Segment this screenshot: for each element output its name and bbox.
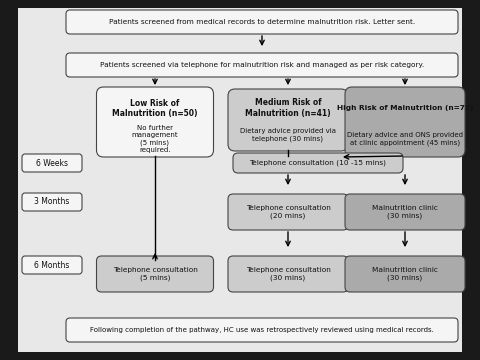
- Text: Medium Risk of
Malnutrition (n=41): Medium Risk of Malnutrition (n=41): [245, 98, 331, 118]
- Text: Dietary advice and ONS provided
at clinic appointment (45 mins): Dietary advice and ONS provided at clini…: [347, 132, 463, 146]
- Text: Malnutrition clinic
(30 mins): Malnutrition clinic (30 mins): [372, 205, 438, 219]
- FancyBboxPatch shape: [228, 256, 348, 292]
- Text: Following completion of the pathway, HC use was retrospectively reviewed using m: Following completion of the pathway, HC …: [90, 327, 434, 333]
- FancyBboxPatch shape: [345, 87, 465, 157]
- FancyBboxPatch shape: [96, 87, 214, 157]
- FancyBboxPatch shape: [228, 194, 348, 230]
- Text: Malnutrition clinic
(30 mins): Malnutrition clinic (30 mins): [372, 267, 438, 281]
- Text: Patients screened via telephone for malnutrition risk and managed as per risk ca: Patients screened via telephone for maln…: [100, 62, 424, 68]
- FancyBboxPatch shape: [22, 256, 82, 274]
- FancyBboxPatch shape: [66, 10, 458, 34]
- FancyBboxPatch shape: [66, 53, 458, 77]
- Text: Telephone consultation
(30 mins): Telephone consultation (30 mins): [246, 267, 330, 281]
- Text: High Risk of Malnutrition (n=72): High Risk of Malnutrition (n=72): [337, 105, 473, 111]
- Text: Low Risk of
Malnutrition (n=50): Low Risk of Malnutrition (n=50): [112, 99, 198, 118]
- Text: 6 Weeks: 6 Weeks: [36, 158, 68, 167]
- Text: Dietary advice provided via
telephone (30 mins): Dietary advice provided via telephone (3…: [240, 128, 336, 142]
- FancyBboxPatch shape: [96, 256, 214, 292]
- FancyBboxPatch shape: [345, 194, 465, 230]
- FancyBboxPatch shape: [22, 154, 82, 172]
- Text: Telephone consultation
(5 mins): Telephone consultation (5 mins): [113, 267, 197, 281]
- Text: Patients screened from medical records to determine malnutrition risk. Letter se: Patients screened from medical records t…: [109, 19, 415, 25]
- FancyBboxPatch shape: [22, 193, 82, 211]
- Text: Telephone consultation
(20 mins): Telephone consultation (20 mins): [246, 205, 330, 219]
- Text: 6 Months: 6 Months: [34, 261, 70, 270]
- Text: No further
management
(5 mins)
required.: No further management (5 mins) required.: [132, 125, 178, 153]
- FancyBboxPatch shape: [66, 318, 458, 342]
- FancyBboxPatch shape: [233, 153, 403, 173]
- Text: Telephone consultation (10 -15 mins): Telephone consultation (10 -15 mins): [250, 160, 386, 166]
- Text: 3 Months: 3 Months: [34, 198, 70, 207]
- FancyBboxPatch shape: [345, 256, 465, 292]
- FancyBboxPatch shape: [228, 89, 348, 151]
